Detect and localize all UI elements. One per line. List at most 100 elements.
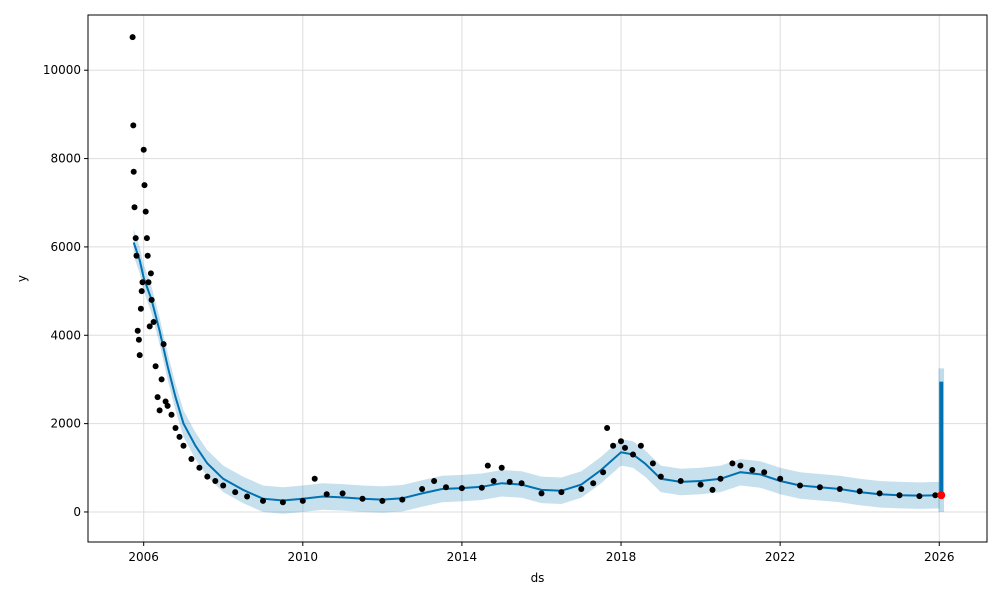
observed-point — [458, 485, 465, 492]
observed-point — [836, 486, 843, 492]
observed-point — [876, 490, 883, 497]
y-tick-label: 2000 — [50, 417, 81, 431]
observed-point — [204, 473, 211, 480]
observed-point — [677, 478, 684, 484]
observed-point — [359, 495, 366, 502]
observed-point — [142, 208, 149, 215]
x-axis-ticks: 2006 2010 2014 2018 2022 2026 — [128, 542, 955, 564]
observed-point — [717, 475, 724, 482]
observed-point — [856, 488, 863, 495]
observed-point — [148, 296, 155, 303]
y-axis-label: y — [15, 275, 29, 282]
observed-point — [145, 279, 152, 286]
observed-point — [131, 204, 138, 211]
observed-point — [749, 467, 756, 473]
y-tick-label: 8000 — [50, 152, 81, 166]
observed-point — [135, 336, 142, 343]
observed-point — [558, 489, 565, 496]
y-tick-label: 6000 — [50, 240, 81, 254]
last-observed-point — [937, 491, 946, 500]
observed-point — [311, 475, 318, 482]
observed-point — [143, 235, 150, 242]
observed-point — [139, 279, 146, 286]
x-axis-label: ds — [531, 571, 545, 585]
observed-point — [136, 352, 143, 359]
observed-point — [637, 442, 644, 449]
observed-point — [323, 491, 330, 498]
observed-point — [133, 252, 140, 259]
observed-point — [172, 425, 179, 431]
observed-point — [590, 480, 597, 487]
y-tick-label: 10000 — [43, 63, 81, 77]
observed-point — [578, 486, 585, 492]
observed-point — [896, 492, 903, 499]
observed-point — [490, 478, 497, 484]
observed-point — [737, 462, 744, 469]
observed-point — [709, 486, 716, 493]
observed-point — [777, 475, 784, 482]
observed-point — [196, 464, 203, 471]
observed-point — [150, 319, 157, 325]
observed-point — [622, 444, 628, 451]
observed-point — [130, 168, 137, 175]
observed-point — [697, 481, 704, 488]
observed-point — [443, 484, 449, 491]
x-tick-label: 2018 — [606, 550, 637, 564]
observed-point — [137, 305, 144, 312]
observed-point — [260, 497, 266, 504]
observed-point — [232, 489, 239, 496]
observed-point — [610, 442, 617, 449]
observed-point — [132, 235, 139, 242]
y-tick-label: 4000 — [50, 328, 81, 342]
observed-point — [212, 478, 219, 484]
observed-point — [299, 497, 306, 504]
observed-point — [160, 341, 167, 348]
observed-point — [130, 122, 137, 129]
observed-point — [146, 323, 153, 330]
observed-point — [932, 492, 939, 499]
observed-point — [518, 480, 525, 487]
observed-point — [630, 451, 636, 458]
observed-point — [279, 499, 286, 506]
observed-point — [188, 456, 195, 462]
x-tick-label: 2010 — [288, 550, 319, 564]
observed-point — [154, 394, 161, 401]
observed-point — [538, 490, 545, 497]
observed-point — [152, 363, 159, 370]
observed-point — [478, 484, 485, 491]
observed-point — [220, 482, 227, 489]
observed-point — [618, 438, 624, 445]
observed-point — [600, 469, 607, 476]
observed-point — [339, 490, 346, 497]
observed-point — [144, 252, 151, 259]
forecast-spike-bar — [939, 381, 944, 496]
observed-point — [379, 497, 386, 504]
observed-point — [176, 433, 183, 440]
observed-point — [156, 407, 163, 414]
observed-point — [484, 462, 491, 469]
y-axis-ticks: 0 2000 4000 6000 8000 10000 — [43, 63, 88, 519]
observed-point — [141, 182, 148, 189]
uncertainty-band-area — [133, 229, 940, 514]
observed-point — [244, 493, 251, 500]
uncertainty-band — [133, 229, 940, 514]
observed-point — [180, 442, 187, 449]
x-tick-label: 2022 — [765, 550, 796, 564]
observed-point — [649, 460, 656, 467]
x-tick-label: 2006 — [128, 550, 159, 564]
observed-point — [816, 484, 823, 491]
observed-point — [140, 146, 147, 153]
observed-point — [729, 460, 736, 467]
grid-lines — [88, 15, 987, 542]
observed-point — [797, 482, 803, 489]
forecast-line — [132, 242, 940, 502]
plot-frame — [87, 14, 988, 543]
observed-point — [134, 327, 141, 334]
observed-point — [419, 486, 426, 492]
observed-point — [916, 493, 923, 500]
observed-point — [657, 473, 664, 480]
observed-point — [158, 376, 165, 383]
y-tick-label: 0 — [73, 505, 81, 519]
observed-point — [147, 270, 154, 277]
